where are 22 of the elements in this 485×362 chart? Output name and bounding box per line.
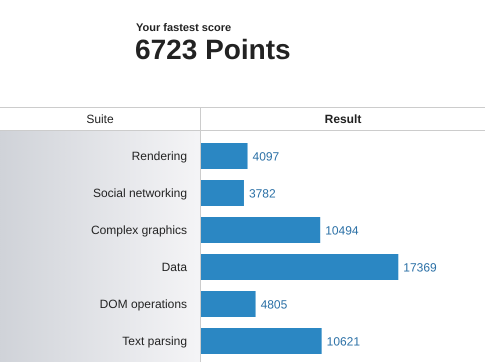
bar [201, 143, 248, 169]
data-label: 10494 [325, 223, 359, 238]
data-label: 10621 [326, 334, 360, 348]
data-label: 4097 [252, 149, 280, 164]
y-tick-label: DOM operations [100, 296, 187, 311]
y-tick-label: Complex graphics [90, 222, 187, 237]
bar [201, 328, 322, 354]
y-tick-label: Social networking [92, 186, 187, 200]
y-tick-label: Rendering [132, 148, 187, 163]
chart-subtitle: Your fastest score [136, 22, 232, 34]
bar [201, 180, 244, 206]
data-label: 17369 [403, 260, 438, 274]
bar [201, 254, 398, 280]
data-label: 4805 [260, 297, 288, 312]
x-axis-title: Result [324, 111, 362, 128]
bar [201, 217, 320, 243]
y-tick-label: Text parsing [122, 334, 187, 348]
y-tick-label: Data [162, 260, 188, 274]
y-axis-title: Suite [85, 111, 115, 128]
data-label: 3782 [248, 186, 276, 200]
bar [201, 291, 256, 317]
chart-title: 6723 Points [135, 34, 291, 66]
